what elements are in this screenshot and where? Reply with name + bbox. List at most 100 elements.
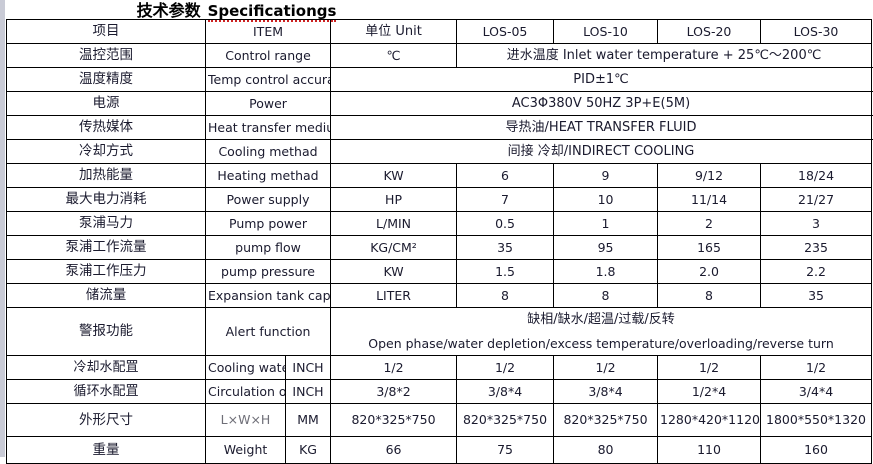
row-label-cn: 最大电力消耗	[6, 187, 206, 212]
table-row: 冷却方式 Cooling methad 间接 冷却/INDIRECT COOLI…	[6, 139, 873, 164]
row-unit: L/MIN	[330, 211, 458, 236]
row-merged-value: AC3Φ380V 50HZ 3P+E(5M)	[330, 91, 873, 116]
table-row: 外形尺寸 L×W×H MM 820*325*750 820*325*750 82…	[6, 403, 873, 437]
row-label-en: Circulation oil pipe	[205, 379, 286, 404]
page-edge-strip	[0, 0, 5, 457]
row-label-cn: 循环水配罝	[6, 379, 206, 404]
row-label-cn: 加热能量	[6, 163, 206, 188]
title-chinese: 技术参数	[136, 1, 201, 20]
row-value: 80	[553, 436, 659, 464]
row-label-cn: 泵浦工作流量	[6, 235, 206, 260]
row-value: 9	[553, 163, 659, 188]
row-value: 75	[456, 436, 555, 464]
header-model-4: LOS-30	[760, 19, 873, 44]
table-row: 泵浦马力 Pump power L/MIN 0.5 1 2 3 5	[6, 211, 873, 236]
row-unit: LITER	[330, 283, 458, 308]
row-label-cn: 温度精度	[6, 67, 206, 92]
row-value: 820*325*750	[456, 403, 555, 437]
row-value: 10	[553, 187, 659, 212]
row-label-cn: 电源	[6, 91, 206, 116]
row-label-cn: 外形尺寸	[6, 403, 206, 437]
specifications-table: 项目 ITEM 单位 Unit LOS-05 LOS-10 LOS-20 LOS…	[6, 19, 873, 464]
table-row-alert: 警报功能 Alert function 缺相/缺水/超温/过载/反转 Open …	[6, 307, 873, 356]
row-unit: INCH	[284, 355, 332, 380]
row-label-cn: 冷却方式	[6, 139, 206, 164]
row-value: 1800*550*1320	[760, 403, 873, 437]
row-value: 1/2	[760, 355, 873, 380]
row-label-en: Power supply	[204, 187, 332, 212]
header-model-1: LOS-05	[456, 19, 555, 44]
row-label-en: pump flow	[204, 235, 332, 260]
row-value: 7	[456, 187, 555, 212]
row-value: 66	[330, 436, 458, 464]
row-value: 820*325*750	[553, 403, 659, 437]
row-value: 2.0	[657, 259, 762, 284]
row-label-cn: 警报功能	[6, 307, 206, 356]
row-value: 11/14	[657, 187, 762, 212]
row-value: 0.5	[456, 211, 555, 236]
row-merged-value: 缺相/缺水/超温/过载/反转 Open phase/water depletio…	[330, 307, 873, 356]
row-value: 95	[553, 235, 659, 260]
row-value: 9/12	[657, 163, 762, 188]
table-row: 电源 Power AC3Φ380V 50HZ 3P+E(5M)	[6, 91, 873, 116]
row-label-en: Heat transfer medium	[204, 115, 332, 140]
row-merged-value: PID±1℃	[330, 67, 873, 92]
row-value: 18/24	[760, 163, 873, 188]
row-value: 1/2	[330, 355, 458, 380]
table-row: 循环水配罝 Circulation oil pipe INCH 3/8*2 3/…	[6, 379, 873, 404]
row-label-en: Control range	[204, 43, 332, 68]
row-value: 3/8*4	[553, 379, 659, 404]
row-value: 2	[657, 211, 762, 236]
row-merged-value: 进水温度 Inlet water temperature + 25℃～200℃	[456, 43, 873, 68]
row-value: 1280*420*1120	[657, 403, 762, 437]
row-merged-value: 导热油/HEAT TRANSFER FLUID	[330, 115, 873, 140]
header-unit: 单位 Unit	[330, 19, 458, 44]
row-label-en: Heating methad	[204, 163, 332, 188]
row-value: 160	[760, 436, 873, 464]
row-value: 21/27	[760, 187, 873, 212]
row-label-cn: 泵浦工作压力	[6, 259, 206, 284]
row-value: 35	[760, 283, 873, 308]
row-value: 35	[456, 235, 555, 260]
row-label-cn: 冷却水配罝	[6, 355, 206, 380]
table-row: 温控范围 Control range ℃ 进水温度 Inlet water te…	[6, 43, 873, 68]
row-label-en: Expansion tank capacity	[204, 283, 332, 308]
row-value: 1.8	[553, 259, 659, 284]
row-unit: HP	[330, 187, 458, 212]
table-row: 泵浦工作流量 pump flow KG/CM² 35 95 165 235 31…	[6, 235, 873, 260]
row-value: 3/8*2	[330, 379, 458, 404]
row-label-cn: 温控范围	[6, 43, 206, 68]
table-row: 泵浦工作压力 pump pressure KW 1.5 1.8 2.0 2.2 …	[6, 259, 873, 284]
row-unit: MM	[284, 403, 332, 437]
row-value: 820*325*750	[330, 403, 458, 437]
row-label-en: pump pressure	[204, 259, 332, 284]
header-item-en: ITEM	[204, 19, 332, 44]
row-value: 165	[657, 235, 762, 260]
row-label-en: Cooling methad	[204, 139, 332, 164]
table-row: 冷却水配罝 Cooling water pipe INCH 1/2 1/2 1/…	[6, 355, 873, 380]
row-value: 1.5	[456, 259, 555, 284]
row-label-en: Weight	[205, 436, 286, 464]
row-label-cn: 储流量	[6, 283, 206, 308]
row-value: 3	[760, 211, 873, 236]
row-label-cn: 传热媒体	[6, 115, 206, 140]
row-value: 8	[456, 283, 555, 308]
row-value: 8	[553, 283, 659, 308]
alert-value-en: Open phase/water depletion/excess temper…	[368, 335, 834, 351]
row-label-en: Pump power	[204, 211, 332, 236]
row-label-en: L×W×H	[205, 403, 286, 437]
row-value: 1/2	[657, 355, 762, 380]
row-unit: KG	[284, 436, 332, 464]
table-row: 加热能量 Heating methad KW 6 9 9/12 18/24 40…	[6, 163, 873, 188]
row-value: 1/2*4	[657, 379, 762, 404]
row-value: 8	[657, 283, 762, 308]
row-label-cn: 泵浦马力	[6, 211, 206, 236]
header-model-2: LOS-10	[553, 19, 659, 44]
row-value: 110	[657, 436, 762, 464]
table-row: 温度精度 Temp control accuracy PID±1℃	[6, 67, 873, 92]
row-value: 6	[456, 163, 555, 188]
row-label-en: Alert function	[204, 307, 332, 356]
row-merged-value: 间接 冷却/INDIRECT COOLING	[330, 139, 873, 164]
alert-value-cn: 缺相/缺水/超温/过载/反转	[527, 312, 675, 328]
